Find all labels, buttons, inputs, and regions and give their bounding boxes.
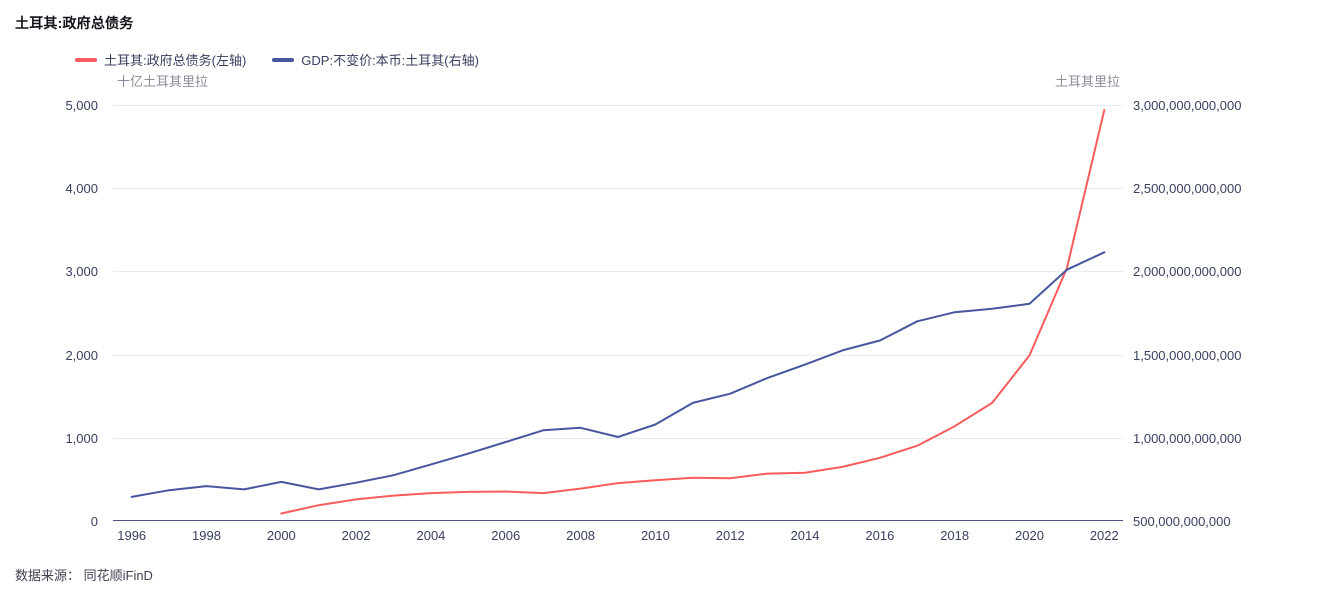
x-axis-tick-label: 1996 <box>117 528 147 543</box>
left-axis-tick-label: 1,000 <box>65 430 98 446</box>
x-axis-tick-label: 2020 <box>1015 528 1044 543</box>
legend: 土耳其:政府总债务(左轴) GDP:不变价:本币:土耳其(右轴) <box>75 50 479 69</box>
x-axis-tick-label: 2004 <box>416 528 446 543</box>
x-axis-tick-label: 2012 <box>715 528 745 543</box>
right-axis-tick-label: 2,500,000,000,000 <box>1133 181 1242 197</box>
x-axis-tick-label: 2016 <box>865 528 895 543</box>
data-source-note: 数据来源： 同花顺iFinD <box>15 568 153 583</box>
right-axis-unit: 土耳其里拉 <box>1054 74 1120 89</box>
page-title: 土耳其:政府总债务 <box>15 15 134 31</box>
debt-line-swatch-icon <box>75 57 97 62</box>
left-axis-unit: 十亿土耳其里拉 <box>117 74 209 89</box>
left-axis-tick-label: 4,000 <box>65 181 98 197</box>
left-axis-tick-label: 5,000 <box>65 98 98 113</box>
right-axis-tick-label: 3,000,000,000,000 <box>1133 98 1242 113</box>
left-axis-tick-label: 3,000 <box>65 264 98 280</box>
debt-series-line <box>280 109 1106 515</box>
gdp-line-swatch-icon <box>272 57 295 62</box>
x-axis-tick-label: 2022 <box>1089 528 1119 543</box>
legend-item-gdp[interactable]: GDP:不变价:本币:土耳其(右轴) <box>272 50 479 69</box>
legend-label-debt: 土耳其:政府总债务(左轴) <box>104 53 247 68</box>
x-axis-tick-label: 2006 <box>491 528 521 543</box>
x-axis-tick-label: 2010 <box>640 528 670 543</box>
right-axis-tick-label: 2,000,000,000,000 <box>1133 264 1242 280</box>
legend-label-gdp: GDP:不变价:本币:土耳其(右轴) <box>301 53 479 68</box>
legend-item-debt[interactable]: 土耳其:政府总债务(左轴) <box>75 50 246 69</box>
right-axis-tick-label: 500,000,000,000 <box>1133 514 1231 529</box>
x-axis-tick-label: 2014 <box>790 528 820 543</box>
left-axis-tick-label: 2,000 <box>65 347 98 363</box>
line-chart-svg <box>113 105 1123 521</box>
x-axis-tick-label: 2002 <box>341 528 371 543</box>
right-axis-tick-label: 1,000,000,000,000 <box>1133 430 1242 446</box>
x-axis-tick-label: 1998 <box>192 528 221 543</box>
plot-area <box>113 105 1123 521</box>
x-axis-tick-label: 2000 <box>266 528 296 543</box>
right-axis-tick-label: 1,500,000,000,000 <box>1133 347 1242 363</box>
x-axis-tick-label: 2008 <box>566 528 596 543</box>
x-axis-tick-label: 2018 <box>940 528 970 543</box>
gdp-series-line <box>130 251 1106 498</box>
left-axis-tick-label: 0 <box>90 514 98 529</box>
